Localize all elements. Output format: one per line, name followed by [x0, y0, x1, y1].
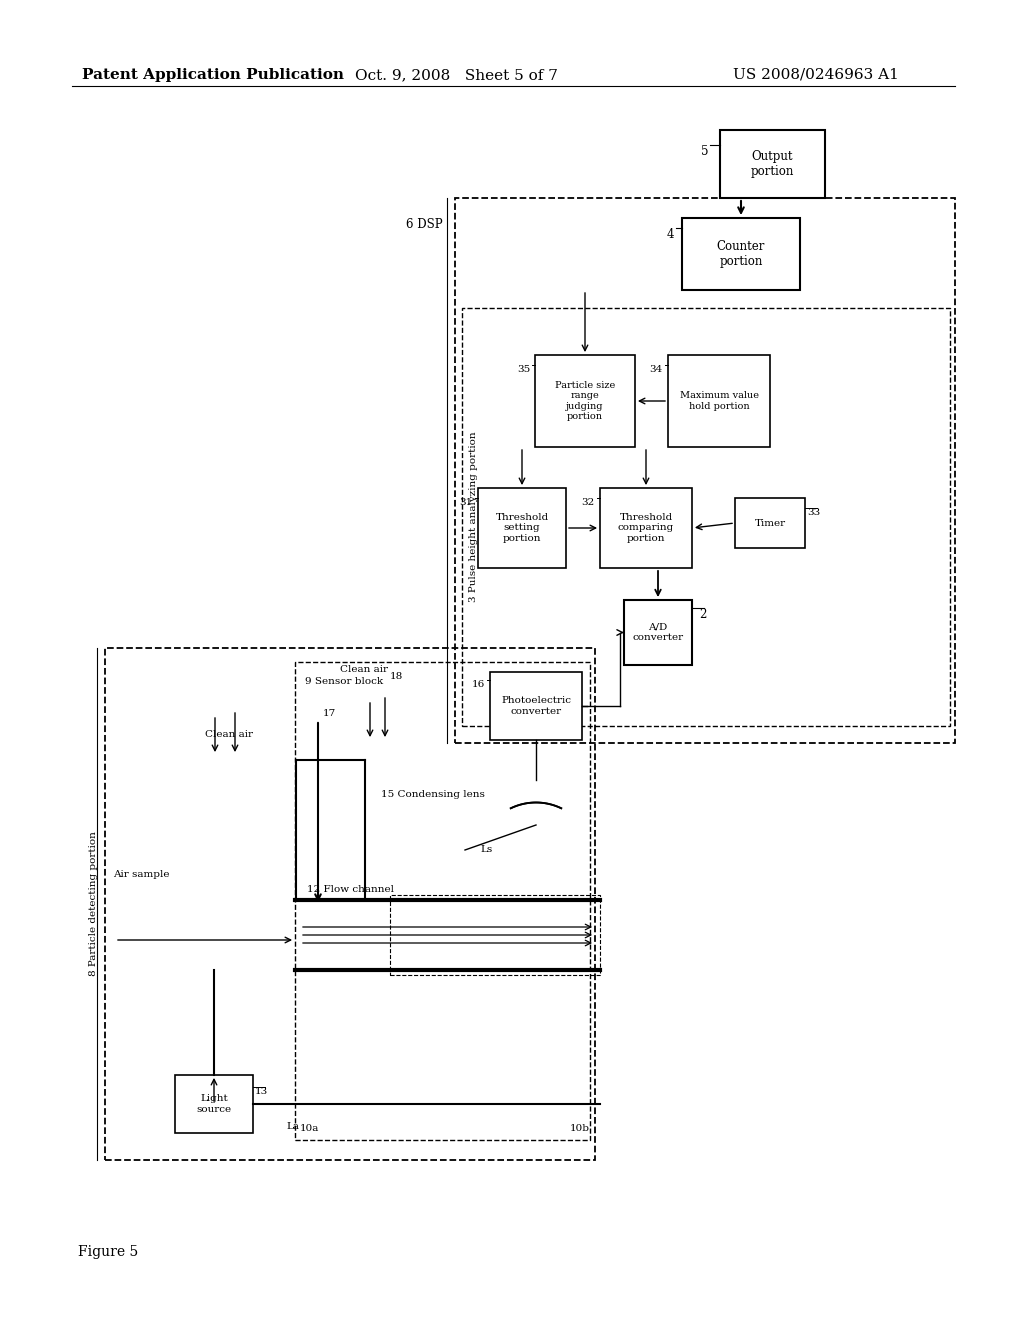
Text: 31: 31	[460, 498, 473, 507]
Text: Oct. 9, 2008   Sheet 5 of 7: Oct. 9, 2008 Sheet 5 of 7	[355, 69, 558, 82]
Text: US 2008/0246963 A1: US 2008/0246963 A1	[733, 69, 899, 82]
Text: Clean air: Clean air	[340, 665, 388, 675]
Text: 35: 35	[517, 366, 530, 374]
Bar	[175, 1074, 253, 1133]
Text: 15 Condensing lens: 15 Condensing lens	[381, 789, 485, 799]
Bar	[490, 672, 582, 741]
Text: 13: 13	[255, 1086, 268, 1096]
Text: Maximum value
hold portion: Maximum value hold portion	[680, 391, 759, 411]
Bar	[478, 488, 566, 568]
Text: 4: 4	[667, 228, 674, 242]
Text: 17: 17	[323, 709, 336, 718]
Bar	[624, 601, 692, 665]
Text: 33: 33	[807, 508, 820, 517]
Text: Air sample: Air sample	[113, 870, 170, 879]
Bar	[735, 498, 805, 548]
Bar	[535, 355, 635, 447]
Text: Ls: Ls	[480, 845, 493, 854]
Bar	[295, 663, 590, 1140]
Text: 34: 34	[650, 366, 663, 374]
Text: 18: 18	[390, 672, 403, 681]
Bar	[600, 488, 692, 568]
Text: Clean air: Clean air	[205, 730, 253, 739]
Text: La: La	[287, 1122, 299, 1131]
Text: 32: 32	[582, 498, 595, 507]
Text: 2: 2	[699, 609, 707, 620]
Text: Output
portion: Output portion	[751, 150, 795, 178]
Text: Threshold
setting
portion: Threshold setting portion	[496, 513, 549, 543]
Text: 5: 5	[700, 145, 708, 158]
Text: Figure 5: Figure 5	[78, 1245, 138, 1259]
Text: 12 Flow channel: 12 Flow channel	[307, 884, 394, 894]
Text: A/D
converter: A/D converter	[633, 623, 684, 643]
Bar	[462, 308, 950, 726]
Bar	[105, 648, 595, 1160]
Text: 9 Sensor block: 9 Sensor block	[305, 677, 383, 686]
Text: Photoelectric
converter: Photoelectric converter	[501, 697, 571, 715]
Text: Particle size
range
judging
portion: Particle size range judging portion	[555, 381, 615, 421]
Text: Counter
portion: Counter portion	[717, 240, 765, 268]
Text: 10a: 10a	[300, 1125, 319, 1133]
Text: 16: 16	[472, 680, 485, 689]
Text: Timer: Timer	[755, 519, 785, 528]
Bar	[682, 218, 800, 290]
Bar	[455, 198, 955, 743]
Bar	[720, 129, 825, 198]
Bar	[668, 355, 770, 447]
Text: 10b: 10b	[570, 1125, 590, 1133]
Text: 8 Particle detecting portion: 8 Particle detecting portion	[88, 832, 97, 977]
Text: Threshold
comparing
portion: Threshold comparing portion	[617, 513, 674, 543]
Text: 3 Pulse height analyzing portion: 3 Pulse height analyzing portion	[469, 432, 477, 602]
Text: Patent Application Publication: Patent Application Publication	[82, 69, 344, 82]
Text: Light
source: Light source	[197, 1094, 231, 1114]
Bar	[390, 895, 600, 975]
Text: 6 DSP: 6 DSP	[407, 218, 443, 231]
